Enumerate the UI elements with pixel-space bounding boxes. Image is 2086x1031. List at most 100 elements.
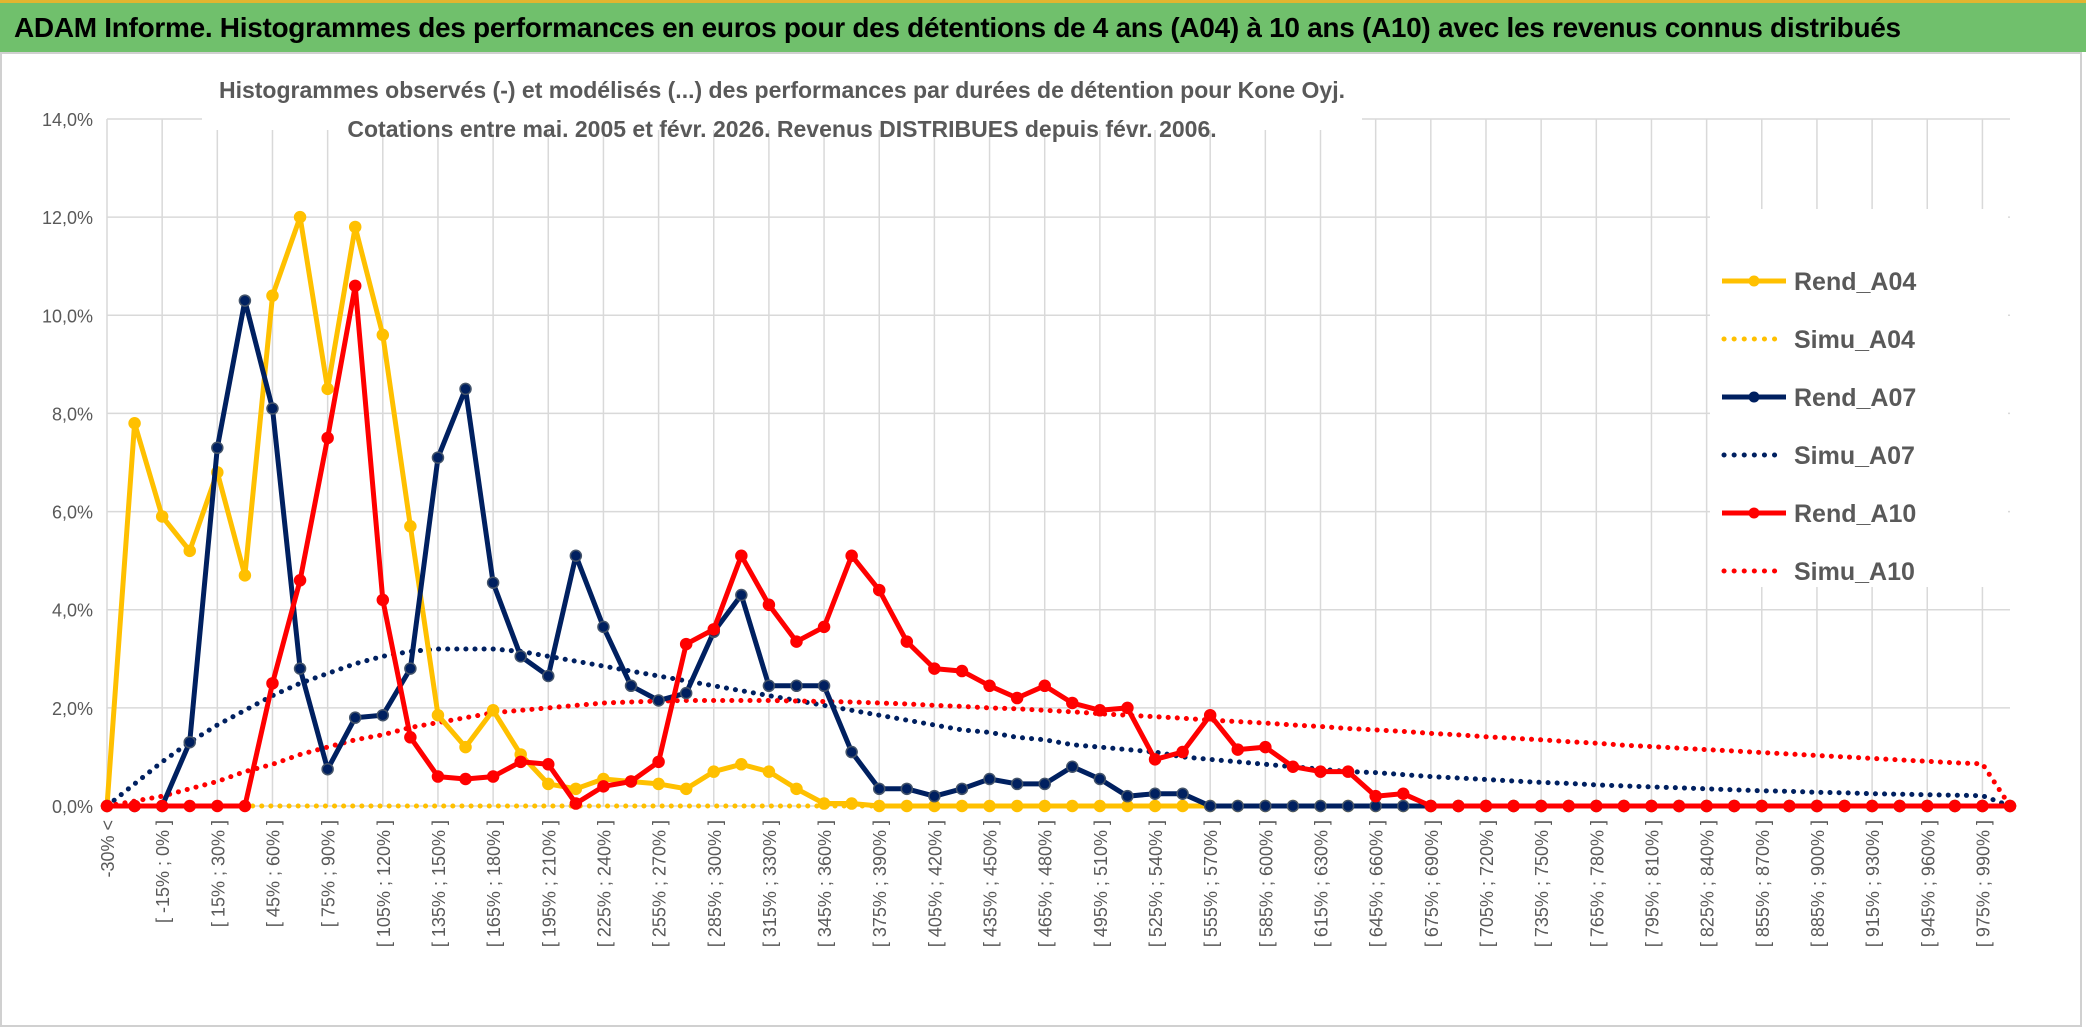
data-point-rend-a07 <box>348 711 362 724</box>
data-point-rend-a10 <box>1976 799 1989 813</box>
data-point-rend-a07 <box>955 782 969 796</box>
data-point-rend-a10 <box>624 775 638 788</box>
data-point-rend-a10 <box>1369 789 1382 803</box>
data-point-rend-a07 <box>817 679 831 693</box>
data-point-rend-a04 <box>404 520 417 533</box>
data-point-rend-a10 <box>1590 799 1603 813</box>
data-point-rend-a10 <box>431 770 445 783</box>
x-tick-label: [ 885% ; 900% ] <box>1808 820 1828 947</box>
data-point-rend-a07 <box>872 782 886 796</box>
data-point-rend-a04 <box>348 220 362 234</box>
data-point-rend-a04 <box>486 704 500 717</box>
legend-marker-rend-a04 <box>1748 275 1760 287</box>
data-point-rend-a07 <box>762 679 776 693</box>
data-point-rend-a07 <box>293 662 307 675</box>
series-line-simu-a10 <box>104 698 2013 809</box>
data-point-rend-a07 <box>1396 799 1410 813</box>
data-point-rend-a10 <box>735 549 748 562</box>
data-point-rend-a10 <box>1865 799 1879 813</box>
data-point-rend-a04 <box>321 382 334 396</box>
x-tick-label: [ 75% ; 90% ] <box>319 820 339 927</box>
data-point-rend-a10 <box>845 549 858 562</box>
y-tick-label: 0,0% <box>52 797 93 817</box>
data-point-rend-a10 <box>1672 799 1686 813</box>
y-tick-label: 2,0% <box>52 699 93 719</box>
data-point-rend-a10 <box>1755 799 1769 813</box>
data-point-rend-a10 <box>404 731 417 744</box>
data-point-rend-a04 <box>790 782 803 796</box>
data-point-rend-a04 <box>293 210 307 224</box>
data-point-rend-a10 <box>211 799 224 813</box>
data-point-rend-a04 <box>569 782 583 796</box>
data-point-rend-a07 <box>1121 789 1134 803</box>
x-tick-label: [ 975% ; 990% ] <box>1973 820 1993 947</box>
data-point-rend-a10 <box>1176 745 1189 759</box>
data-point-rend-a10 <box>790 635 803 648</box>
data-point-rend-a04 <box>1176 799 1189 813</box>
y-tick-label: 10,0% <box>42 306 93 326</box>
x-tick-label: [ 765% ; 780% ] <box>1587 820 1607 947</box>
legend-marker-rend-a10 <box>1748 507 1760 519</box>
data-point-rend-a07 <box>1231 799 1245 813</box>
legend-label-simu-a07: Simu_A07 <box>1794 442 1915 470</box>
data-point-rend-a10 <box>1617 799 1631 813</box>
data-point-rend-a07 <box>652 694 665 707</box>
x-tick-label: [ 165% ; 180% ] <box>484 820 504 947</box>
data-point-rend-a10 <box>1921 799 1934 813</box>
data-point-rend-a10 <box>2003 799 2017 813</box>
data-point-rend-a07 <box>1341 799 1355 813</box>
data-point-rend-a10 <box>597 780 610 793</box>
x-tick-label: [ 375% ; 390% ] <box>870 820 890 947</box>
data-point-rend-a07 <box>900 782 914 796</box>
data-point-rend-a10 <box>955 664 969 678</box>
y-tick-label: 12,0% <box>42 208 93 228</box>
data-point-rend-a10 <box>1038 679 1051 693</box>
x-tick-label: [ 135% ; 150% ] <box>429 820 449 947</box>
x-tick-label: [ 285% ; 300% ] <box>705 820 725 947</box>
data-point-rend-a10 <box>514 755 527 769</box>
y-tick-label: 6,0% <box>52 503 93 523</box>
x-tick-label: [ 435% ; 450% ] <box>981 820 1001 947</box>
data-point-rend-a07 <box>431 451 445 464</box>
data-point-rend-a07 <box>597 620 610 634</box>
x-tick-label: [ 555% ; 570% ] <box>1201 820 1221 947</box>
data-point-rend-a10 <box>983 679 996 693</box>
x-tick-label: [ 825% ; 840% ] <box>1698 820 1718 947</box>
x-tick-label: [ 735% ; 750% ] <box>1532 820 1552 947</box>
y-axis-ticks: 0,0% 2,0% 4,0% 6,0% 8,0% 10,0% 12,0% 14,0% <box>42 110 93 817</box>
data-point-rend-a10 <box>1534 799 1548 813</box>
data-point-rend-a10 <box>1286 760 1300 773</box>
x-tick-label: [ 195% ; 210% ] <box>539 820 559 947</box>
data-point-rend-a10 <box>348 279 362 293</box>
data-point-rend-a10 <box>1093 704 1107 717</box>
data-point-rend-a07 <box>735 588 748 602</box>
legend-label-rend-a07: Rend_A07 <box>1794 384 1916 412</box>
y-tick-label: 4,0% <box>52 601 93 621</box>
data-point-rend-a10 <box>1231 743 1245 756</box>
data-point-rend-a10 <box>155 799 169 813</box>
data-point-rend-a07 <box>404 662 417 675</box>
data-point-rend-a10 <box>1314 765 1327 778</box>
data-point-rend-a10 <box>486 770 500 783</box>
data-point-rend-a10 <box>100 799 114 813</box>
data-point-rend-a04 <box>1093 799 1107 813</box>
data-point-rend-a07 <box>459 382 472 396</box>
x-tick-label: [ 525% ; 540% ] <box>1146 820 1166 947</box>
data-point-rend-a10 <box>266 677 279 690</box>
grid <box>106 118 2010 807</box>
data-point-rend-a07 <box>266 402 279 415</box>
data-point-rend-a10 <box>293 574 307 587</box>
data-point-rend-a10 <box>238 799 252 813</box>
data-point-rend-a10 <box>817 620 831 634</box>
data-point-rend-a07 <box>376 708 390 722</box>
data-point-rend-a10 <box>1121 701 1134 715</box>
data-point-rend-a04 <box>955 799 969 813</box>
series-line-rend-a10 <box>107 283 2010 809</box>
data-point-rend-a10 <box>321 431 334 445</box>
data-point-rend-a10 <box>1148 753 1162 766</box>
data-point-rend-a10 <box>652 755 665 769</box>
data-point-rend-a07 <box>983 772 996 786</box>
data-point-rend-a07 <box>542 669 555 683</box>
data-point-rend-a10 <box>1700 799 1713 813</box>
x-tick-label: [ 225% ; 240% ] <box>594 820 614 947</box>
